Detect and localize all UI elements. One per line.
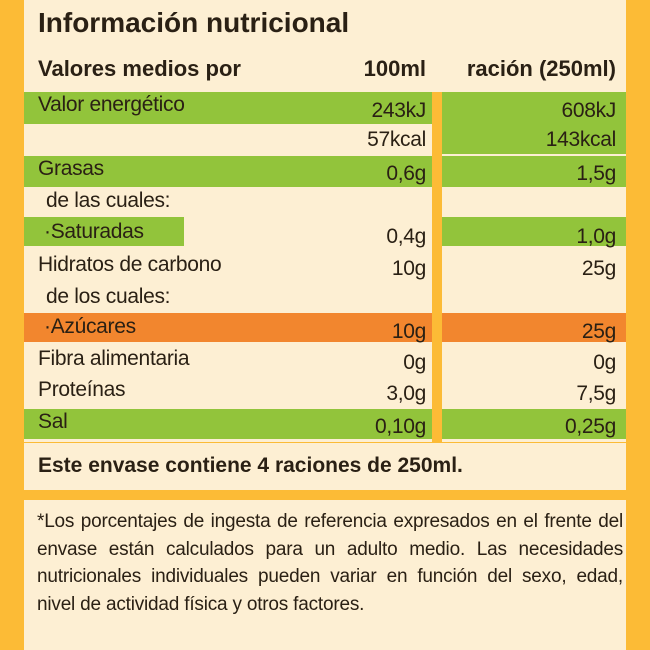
row-highlight-fat-label (24, 156, 432, 187)
row-value-100ml: 0,4g (386, 225, 426, 248)
row-value-serving: 7,5g (576, 382, 616, 405)
row-label: Fibra alimentaria (38, 347, 190, 370)
row-label: Proteínas (38, 378, 126, 401)
row-highlight-salt-label (24, 409, 432, 439)
row-label: ·Azúcares (44, 315, 136, 338)
footnote-text: *Los porcentajes de ingesta de referenci… (37, 511, 623, 615)
row-value-serving: 608kJ (561, 99, 616, 122)
row-label: ·Saturadas (44, 220, 144, 243)
footnote-panel (24, 500, 626, 650)
row-value-serving: 1,0g (576, 225, 616, 248)
row-value-100ml: 57kcal (367, 128, 426, 151)
row-label: de los cuales: (46, 285, 171, 308)
column-divider (437, 92, 442, 442)
row-value-100ml: 3,0g (386, 382, 426, 405)
row-value-100ml: 10g (391, 257, 426, 280)
header-label: Valores medios por (38, 56, 241, 81)
column-divider (432, 92, 437, 442)
row-label: Valor energético (38, 93, 185, 116)
row-value-100ml: 0,6g (386, 162, 426, 185)
row-value-100ml: 243kJ (371, 99, 426, 122)
row-label: Sal (38, 410, 68, 433)
row-highlight-saturated-label (24, 217, 184, 246)
row-label: de las cuales: (46, 189, 171, 212)
row-highlight-saturated-serving (442, 217, 626, 246)
row-highlight-salt-serving (442, 409, 626, 439)
header-per-serving: ración (250ml) (466, 56, 616, 81)
header-per-100ml: 100ml (363, 56, 426, 81)
row-highlight-fat-serving (442, 156, 626, 187)
servings-statement: Este envase contiene 4 raciones de 250ml… (38, 454, 463, 477)
row-value-serving: 0g (593, 351, 616, 374)
row-highlight-sugars-serving (442, 313, 626, 342)
row-label: Hidratos de carbono (38, 253, 222, 276)
row-value-serving: 1,5g (576, 162, 616, 185)
row-highlight-energy-label (24, 92, 432, 124)
row-value-serving: 0,25g (564, 415, 616, 438)
row-highlight-sugars-label (24, 313, 432, 342)
row-label: Grasas (38, 157, 104, 180)
row-value-100ml: 0g (403, 351, 426, 374)
row-value-100ml: 0,10g (374, 415, 426, 438)
row-value-serving: 25g (581, 320, 616, 343)
row-value-serving: 25g (581, 257, 616, 280)
table-title: Información nutricional (38, 7, 350, 38)
row-value-serving: 143kcal (545, 128, 617, 151)
row-highlight-energy-serving (442, 92, 626, 154)
row-value-100ml: 10g (391, 320, 426, 343)
servings-panel (24, 443, 626, 490)
